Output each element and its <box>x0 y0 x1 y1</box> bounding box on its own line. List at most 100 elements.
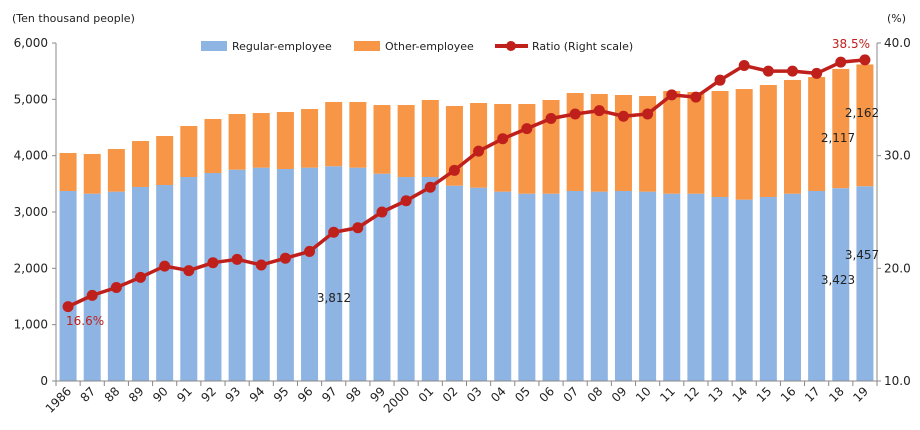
ratio-point-1986 <box>62 301 74 313</box>
bar-regular-1986 <box>59 190 77 381</box>
other-2018-label: 2,117 <box>821 131 855 145</box>
legend: Regular-employee Other-employee Ratio (R… <box>201 40 633 53</box>
x-tick-label: 16 <box>778 384 799 405</box>
left-tick-label: 3,000 <box>14 205 48 219</box>
ratio-point-88 <box>110 281 122 293</box>
bar-other-92 <box>204 118 222 174</box>
bar-regular-02 <box>445 185 463 381</box>
bar-other-17 <box>808 77 826 191</box>
bar-regular-01 <box>421 177 439 381</box>
x-tick-label: 07 <box>561 384 582 405</box>
x-tick-label: 04 <box>488 384 509 405</box>
bar-other-01 <box>421 100 439 178</box>
ratio-point-16 <box>786 65 798 77</box>
bar-other-93 <box>228 113 246 170</box>
other-2019-label: 2,162 <box>845 106 879 120</box>
ratio-point-96 <box>304 245 316 257</box>
bar-other-88 <box>107 149 125 192</box>
bar-regular-16 <box>783 193 801 381</box>
ratio-point-93 <box>231 253 243 265</box>
ratio-point-07 <box>569 108 581 120</box>
ratio-point-2000 <box>400 195 412 207</box>
x-tick-label: 96 <box>295 384 316 405</box>
legend-label-ratio: Ratio (Right scale) <box>532 40 633 53</box>
bar-regular-92 <box>204 173 222 381</box>
legend-marker-ratio <box>506 41 516 51</box>
right-tick-label: 40.0 <box>884 36 911 50</box>
bar-other-19 <box>856 64 874 187</box>
bar-regular-10 <box>639 191 657 381</box>
right-tick-label: 20.0 <box>884 261 911 275</box>
bar-regular-13 <box>711 197 729 381</box>
ratio-point-94 <box>255 259 267 271</box>
bar-other-13 <box>711 90 729 198</box>
bar-regular-05 <box>518 193 536 381</box>
ratio-point-08 <box>593 105 605 117</box>
bar-other-12 <box>687 92 705 194</box>
x-tick-label: 88 <box>102 384 123 405</box>
bar-other-95 <box>276 112 294 170</box>
bar-other-91 <box>180 125 198 178</box>
bar-other-18 <box>832 68 850 189</box>
x-tick-label: 13 <box>705 384 726 405</box>
left-tick-label: 5,000 <box>14 92 48 106</box>
ratio-point-95 <box>279 252 291 264</box>
bar-regular-97 <box>325 166 343 381</box>
legend-swatch-other <box>354 41 380 51</box>
ratio-point-13 <box>714 74 726 86</box>
regular-2018-label: 3,423 <box>821 273 855 287</box>
x-tick-label: 14 <box>730 384 751 405</box>
bar-regular-90 <box>156 185 174 381</box>
x-tick-label: 98 <box>343 384 364 405</box>
ratio-point-15 <box>762 65 774 77</box>
bar-other-11 <box>663 90 681 194</box>
x-tick-label: 12 <box>681 384 702 405</box>
bar-other-90 <box>156 136 174 186</box>
x-tick-label: 06 <box>536 384 557 405</box>
x-tick-label: 87 <box>78 384 99 405</box>
left-tick-label: 4,000 <box>14 149 48 163</box>
bar-regular-94 <box>252 167 270 381</box>
ratio-point-89 <box>135 271 147 283</box>
bar-regular-15 <box>759 197 777 381</box>
bar-regular-04 <box>494 191 512 381</box>
x-tick-label: 17 <box>802 384 823 405</box>
bar-other-1986 <box>59 153 77 191</box>
bar-regular-11 <box>663 193 681 381</box>
x-tick-label: 90 <box>150 384 171 405</box>
x-tick-label: 19 <box>850 384 871 405</box>
bar-other-14 <box>735 89 753 200</box>
x-tick-label: 15 <box>754 384 775 405</box>
bar-regular-87 <box>83 193 101 381</box>
ratio-point-05 <box>521 123 533 135</box>
bar-regular-03 <box>470 187 488 381</box>
right-axis-unit: (%) <box>887 12 906 25</box>
left-axis-unit: (Ten thousand people) <box>12 12 135 25</box>
bar-regular-07 <box>566 190 584 381</box>
bar-other-03 <box>470 102 488 188</box>
bar-other-87 <box>83 153 101 194</box>
regular-2019-label: 3,457 <box>845 248 879 262</box>
x-tick-label: 91 <box>174 384 195 405</box>
bar-regular-95 <box>276 169 294 381</box>
x-tick-label: 93 <box>223 384 244 405</box>
bar-regular-98 <box>349 167 367 381</box>
ratio-point-10 <box>642 108 654 120</box>
bar-other-98 <box>349 101 367 168</box>
ratio-point-97 <box>328 226 340 238</box>
x-tick-label: 08 <box>585 384 606 405</box>
bar-regular-2000 <box>397 177 415 381</box>
ratio-line <box>67 58 866 309</box>
x-tick-label: 10 <box>633 384 654 405</box>
bar-other-97 <box>325 101 343 167</box>
x-tick-label: 89 <box>126 384 147 405</box>
bar-other-10 <box>639 96 657 192</box>
ratio-point-18 <box>835 56 847 68</box>
legend-label-regular: Regular-employee <box>232 40 332 53</box>
bar-other-08 <box>590 93 608 192</box>
right-tick-label: 10.0 <box>884 374 911 388</box>
bar-other-89 <box>132 141 150 187</box>
bar-regular-99 <box>373 173 391 381</box>
bar-other-15 <box>759 85 777 198</box>
bar-other-04 <box>494 104 512 192</box>
